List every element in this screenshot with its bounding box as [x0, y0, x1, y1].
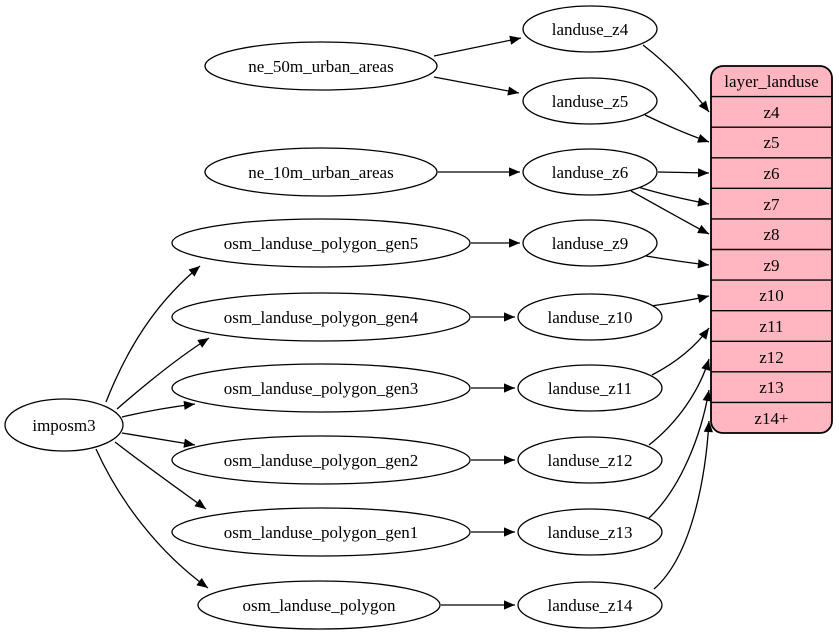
record-row-z13: z13 [759, 378, 784, 397]
node-ne_10m_urban_areas-label: ne_10m_urban_areas [248, 163, 393, 182]
record-row-z4: z4 [763, 103, 780, 122]
node-landuse_z4-label: landuse_z4 [552, 20, 629, 39]
node-landuse_z14-label: landuse_z14 [548, 596, 633, 615]
node-landuse_z14-shape [517, 581, 663, 629]
node-landuse_z12: landuse_z12 [517, 436, 663, 484]
edge-landuse_z6-row-z8 [630, 190, 710, 235]
edges [95, 35, 713, 610]
node-landuse_z12-label: landuse_z12 [548, 451, 633, 470]
node-osm_landuse_polygon-label: osm_landuse_polygon [243, 596, 396, 615]
edge-landuse_z5-row-z5 [644, 114, 710, 143]
record-row-z12: z12 [759, 348, 784, 367]
node-landuse_z10-shape [517, 293, 663, 341]
node-landuse_z13-label: landuse_z13 [548, 523, 633, 542]
node-osm_landuse_polygon_gen4-shape [171, 292, 471, 342]
record-layer_landuse: layer_landuse z4 z5 z6 z7 z8 z9 z10 z11 … [710, 65, 833, 434]
node-osm_landuse_polygon-shape [197, 580, 441, 630]
edge-landuse_z12-row-z12 [648, 358, 711, 446]
node-osm_landuse_polygon_gen2-label: osm_landuse_polygon_gen2 [224, 451, 419, 470]
node-landuse_z11-shape [517, 364, 663, 412]
edge-imposm3-osm_landuse_polygon_gen2 [121, 432, 196, 448]
node-landuse_z9-shape [522, 219, 658, 267]
node-landuse_z10-label: landuse_z10 [548, 308, 633, 327]
node-landuse_z6: landuse_z6 [522, 148, 658, 196]
record-row-z9: z9 [763, 256, 779, 275]
edge-landuse_z14-row-z14plus [653, 420, 713, 590]
record-row-z7: z7 [763, 195, 780, 214]
node-landuse_z13-shape [517, 508, 663, 556]
node-landuse_z5-shape [522, 77, 658, 125]
node-imposm3: imposm3 [4, 398, 124, 452]
node-ne_50m_urban_areas-shape [204, 41, 438, 91]
node-ne_10m_urban_areas: ne_10m_urban_areas [204, 147, 438, 197]
node-landuse_z5-label: landuse_z5 [552, 92, 628, 111]
node-osm_landuse_polygon_gen3-shape [171, 363, 471, 413]
record-row-z14plus: z14+ [754, 409, 788, 428]
record-title: layer_landuse [724, 72, 818, 91]
node-ne_50m_urban_areas: ne_50m_urban_areas [204, 41, 438, 91]
node-landuse_z10: landuse_z10 [517, 293, 663, 341]
edge-imposm3-osm_landuse_polygon_gen4 [116, 337, 210, 410]
record-row-z10: z10 [759, 286, 784, 305]
node-osm_landuse_polygon_gen4: osm_landuse_polygon_gen4 [171, 292, 471, 342]
node-osm_landuse_polygon_gen2-shape [171, 435, 471, 485]
record-row-z6: z6 [763, 164, 779, 183]
node-landuse_z4: landuse_z4 [522, 5, 658, 53]
node-osm_landuse_polygon_gen3: osm_landuse_polygon_gen3 [171, 363, 471, 413]
edge-ne_50m_urban_areas-landuse_z5 [433, 76, 520, 96]
node-landuse_z12-shape [517, 436, 663, 484]
edge-landuse_z11-row-z11 [651, 327, 710, 376]
edge-imposm3-osm_landuse_polygon_gen3 [121, 400, 196, 418]
edge-imposm3-osm_landuse_polygon [95, 448, 209, 589]
node-landuse_z11: landuse_z11 [517, 364, 663, 412]
edge-landuse_z13-row-z13 [648, 389, 712, 519]
node-landuse_z5: landuse_z5 [522, 77, 658, 125]
node-landuse_z6-shape [522, 148, 658, 196]
node-osm_landuse_polygon_gen5-shape [171, 218, 471, 268]
node-imposm3-label: imposm3 [32, 416, 95, 435]
node-osm_landuse_polygon: osm_landuse_polygon [197, 580, 441, 630]
node-osm_landuse_polygon_gen3-label: osm_landuse_polygon_gen3 [224, 379, 419, 398]
edge-landuse_z6-row-z7 [637, 186, 710, 207]
edge-landuse_z6-row-z6 [657, 168, 710, 178]
node-ne_50m_urban_areas-label: ne_50m_urban_areas [248, 57, 393, 76]
edge-ne_50m_urban_areas-landuse_z4 [433, 35, 522, 57]
node-osm_landuse_polygon_gen5: osm_landuse_polygon_gen5 [171, 218, 471, 268]
node-osm_landuse_polygon_gen1-label: osm_landuse_polygon_gen1 [224, 523, 419, 542]
node-landuse_z13: landuse_z13 [517, 508, 663, 556]
edge-landuse_z4-row-z4 [642, 44, 710, 113]
record-row-z8: z8 [763, 225, 779, 244]
record-row-z11: z11 [760, 317, 784, 336]
node-osm_landuse_polygon_gen1: osm_landuse_polygon_gen1 [171, 507, 471, 557]
node-osm_landuse_polygon_gen5-label: osm_landuse_polygon_gen5 [224, 234, 419, 253]
node-landuse_z11-label: landuse_z11 [548, 379, 632, 398]
edge-imposm3-osm_landuse_polygon_gen1 [114, 441, 207, 510]
edge-landuse_z9-row-z9 [645, 255, 710, 269]
nodes: imposm3 ne_50m_urban_areas ne_10m_urban_… [4, 5, 663, 630]
node-osm_landuse_polygon_gen4-label: osm_landuse_polygon_gen4 [224, 308, 419, 327]
node-landuse_z4-shape [522, 5, 658, 53]
edge-imposm3-osm_landuse_polygon_gen5 [105, 265, 201, 403]
record-row-z5: z5 [763, 133, 779, 152]
edge-landuse_z10-row-z10 [650, 294, 710, 307]
node-imposm3-shape [4, 398, 124, 452]
node-ne_10m_urban_areas-shape [204, 147, 438, 197]
node-landuse_z9-label: landuse_z9 [552, 234, 628, 253]
node-osm_landuse_polygon_gen2: osm_landuse_polygon_gen2 [171, 435, 471, 485]
node-osm_landuse_polygon_gen1-shape [171, 507, 471, 557]
node-landuse_z14: landuse_z14 [517, 581, 663, 629]
node-landuse_z9: landuse_z9 [522, 219, 658, 267]
node-landuse_z6-label: landuse_z6 [552, 163, 628, 182]
